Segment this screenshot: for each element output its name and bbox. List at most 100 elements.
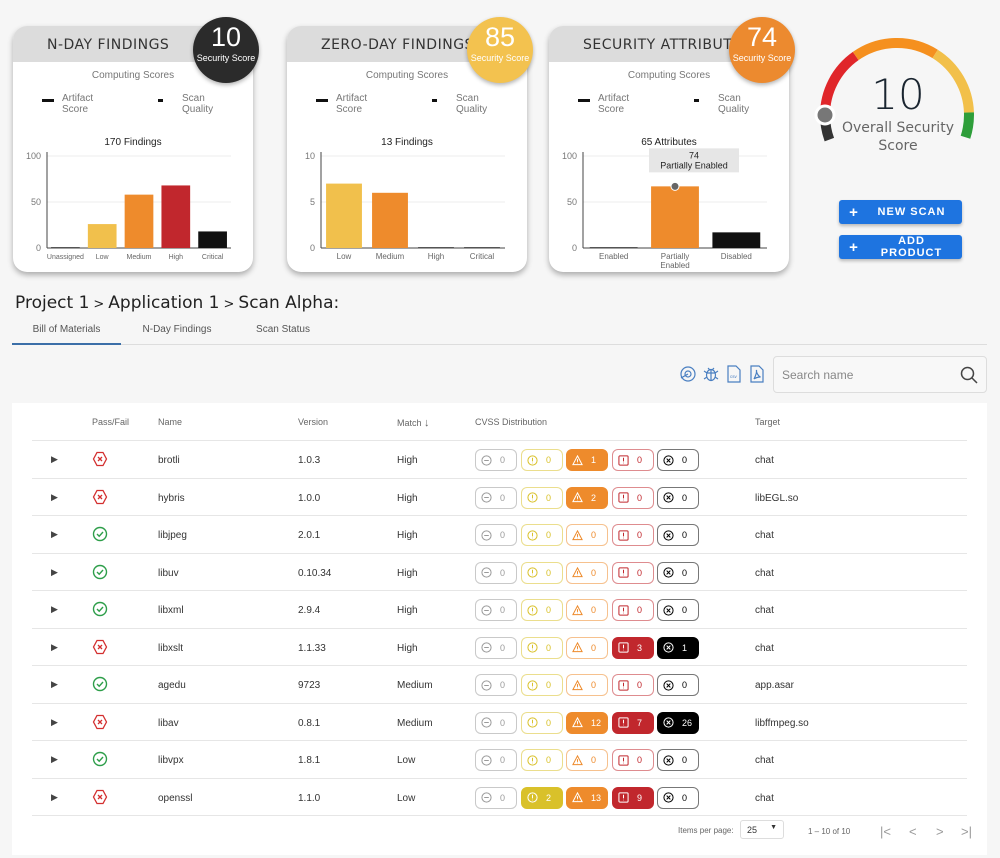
cvss-critical-count[interactable]: 0 [657, 449, 699, 471]
cvss-critical-count[interactable]: 0 [657, 524, 699, 546]
cvss-none-count[interactable]: 0 [475, 561, 517, 584]
table-row[interactable]: ▶ libav 0.8.1 Medium 0 0 12 7 26 libffmpeg.s… [32, 702, 967, 741]
cvss-critical-count[interactable]: 26 [657, 711, 699, 734]
cvss-low-count[interactable]: 0 [521, 486, 563, 509]
cvss-medium-count[interactable]: 12 [566, 711, 608, 734]
cvss-low-count[interactable]: 0 [521, 636, 563, 659]
bar-medium[interactable] [124, 194, 154, 248]
cvss-low-count[interactable]: 0 [521, 524, 563, 546]
table-row[interactable]: ▶ hybris 1.0.0 High 0 0 2 0 0 libEGL.so [32, 477, 967, 516]
last-page-button[interactable]: >| [961, 824, 972, 839]
search-icon[interactable] [960, 366, 978, 384]
expand-row-icon[interactable]: ▶ [51, 754, 58, 764]
cvss-high-count[interactable]: 9 [612, 786, 654, 809]
legend-scan-quality[interactable]: Scan Quality [158, 93, 232, 115]
header-match[interactable]: Match ↓ [397, 417, 430, 429]
expand-row-icon[interactable]: ▶ [51, 791, 58, 802]
legend-scan-quality[interactable]: Scan Quality [694, 93, 768, 115]
pdf-file-icon[interactable] [748, 365, 766, 383]
cvss-high-count[interactable]: 0 [612, 561, 654, 584]
expand-row-icon[interactable]: ▶ [51, 529, 58, 539]
cvss-none-count[interactable]: 0 [475, 749, 517, 771]
table-row[interactable]: ▶ openssl 1.1.0 Low 0 2 13 9 0 chat [32, 777, 967, 816]
bar-critical[interactable] [464, 247, 500, 248]
next-page-button[interactable]: > [936, 824, 944, 839]
table-row[interactable]: ▶ libxml 2.9.4 High 0 0 0 0 0 chat [32, 590, 967, 628]
cvss-medium-count[interactable]: 0 [566, 636, 608, 659]
expand-row-icon[interactable]: ▶ [51, 454, 58, 464]
table-row[interactable]: ▶ libxslt 1.1.33 High 0 0 0 3 1 chat [32, 627, 967, 666]
cvss-medium-count[interactable]: 2 [566, 486, 608, 509]
cvss-high-count[interactable]: 0 [612, 524, 654, 546]
cvss-critical-count[interactable]: 0 [657, 786, 699, 809]
cvss-low-count[interactable]: 0 [521, 449, 563, 471]
legend-artifact-score[interactable]: Artifact Score [42, 93, 112, 115]
radar-icon[interactable] [679, 365, 697, 383]
breadcrumb-project[interactable]: Project 1 [15, 293, 90, 313]
header-pass-fail[interactable]: Pass/Fail [92, 417, 130, 427]
cvss-medium-count[interactable]: 0 [566, 674, 608, 696]
cvss-low-count[interactable]: 0 [521, 749, 563, 771]
bar-low[interactable] [87, 224, 117, 248]
cvss-medium-count[interactable]: 0 [566, 561, 608, 584]
expand-row-icon[interactable]: ▶ [51, 604, 58, 614]
csv-file-icon[interactable]: csv [725, 365, 743, 383]
bar-critical[interactable] [198, 231, 227, 248]
cvss-critical-count[interactable]: 0 [657, 486, 699, 509]
cvss-high-count[interactable]: 0 [612, 674, 654, 696]
bar-high[interactable] [161, 185, 191, 248]
legend-artifact-score[interactable]: Artifact Score [578, 93, 648, 115]
bug-icon[interactable] [702, 365, 720, 383]
cvss-none-count[interactable]: 0 [475, 524, 517, 546]
header-name[interactable]: Name [158, 417, 183, 427]
table-row[interactable]: ▶ libjpeg 2.0.1 High 0 0 0 0 0 chat [32, 515, 967, 553]
cvss-low-count[interactable]: 2 [521, 786, 563, 809]
cvss-high-count[interactable]: 7 [612, 711, 654, 734]
legend-artifact-score[interactable]: Artifact Score [316, 93, 386, 115]
add-product-button[interactable]: + ADD PRODUCT [839, 235, 962, 259]
cvss-critical-count[interactable]: 0 [657, 674, 699, 696]
table-row[interactable]: ▶ libvpx 1.8.1 Low 0 0 0 0 0 chat [32, 740, 967, 778]
cvss-low-count[interactable]: 0 [521, 561, 563, 584]
cvss-high-count[interactable]: 3 [612, 636, 654, 659]
cvss-low-count[interactable]: 0 [521, 674, 563, 696]
bar-enabled[interactable] [589, 247, 638, 248]
tab-scan-status[interactable]: Scan Status [256, 324, 310, 335]
header-target[interactable]: Target [755, 417, 781, 427]
bar-unassigned[interactable] [51, 247, 80, 248]
table-row[interactable]: ▶ libuv 0.10.34 High 0 0 0 0 0 chat [32, 552, 967, 591]
cvss-none-count[interactable]: 0 [475, 711, 517, 734]
table-row[interactable]: ▶ agedu 9723 Medium 0 0 0 0 0 app.asar [32, 665, 967, 703]
cvss-low-count[interactable]: 0 [521, 599, 563, 621]
cvss-none-count[interactable]: 0 [475, 674, 517, 696]
cvss-medium-count[interactable]: 13 [566, 786, 608, 809]
cvss-critical-count[interactable]: 0 [657, 749, 699, 771]
first-page-button[interactable]: |< [880, 824, 891, 839]
bar-medium[interactable] [372, 192, 408, 248]
expand-row-icon[interactable]: ▶ [51, 679, 58, 689]
cvss-high-count[interactable]: 0 [612, 599, 654, 621]
expand-row-icon[interactable]: ▶ [51, 641, 58, 652]
cvss-medium-count[interactable]: 1 [566, 449, 608, 471]
cvss-high-count[interactable]: 0 [612, 449, 654, 471]
bar-low[interactable] [326, 183, 362, 248]
cvss-none-count[interactable]: 0 [475, 486, 517, 509]
cvss-medium-count[interactable]: 0 [566, 599, 608, 621]
cvss-critical-count[interactable]: 0 [657, 599, 699, 621]
bar-partially-enabled[interactable] [651, 186, 699, 248]
items-per-page-select[interactable]: 25 ▼ [740, 820, 784, 839]
table-row[interactable]: ▶ brotli 1.0.3 High 0 0 1 0 0 chat [32, 440, 967, 478]
bar-high[interactable] [418, 247, 454, 248]
cvss-medium-count[interactable]: 0 [566, 524, 608, 546]
breadcrumb-application[interactable]: Application 1 [108, 293, 220, 313]
search-input[interactable] [782, 368, 952, 382]
cvss-none-count[interactable]: 0 [475, 449, 517, 471]
expand-row-icon[interactable]: ▶ [51, 566, 58, 577]
cvss-high-count[interactable]: 0 [612, 749, 654, 771]
cvss-high-count[interactable]: 0 [612, 486, 654, 509]
cvss-low-count[interactable]: 0 [521, 711, 563, 734]
header-version[interactable]: Version [298, 417, 329, 427]
tab-bill-of-materials[interactable]: Bill of Materials [12, 324, 121, 345]
previous-page-button[interactable]: < [909, 824, 917, 839]
cvss-none-count[interactable]: 0 [475, 786, 517, 809]
